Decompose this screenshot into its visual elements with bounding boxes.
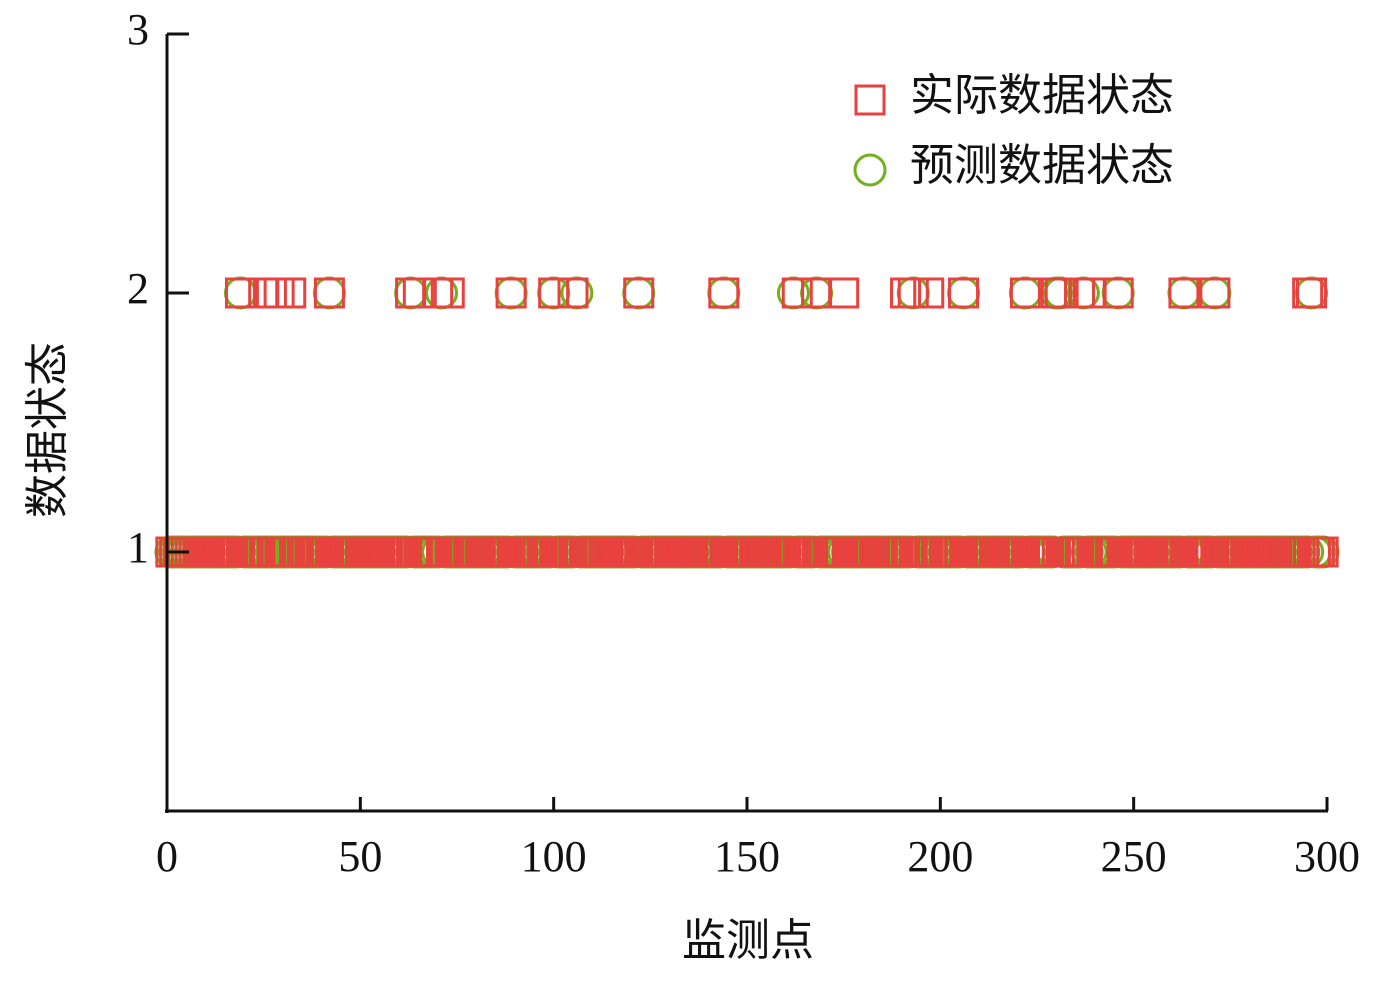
square-point [708, 277, 740, 309]
square-point [1296, 277, 1328, 309]
square-point [854, 84, 886, 116]
x-tick-label: 250 [1101, 832, 1167, 881]
square-point [495, 277, 527, 309]
y-tick-label: 2 [127, 264, 149, 313]
square-point [781, 277, 813, 309]
y-axis-label: 数据状态 [23, 342, 72, 518]
square-point [224, 277, 256, 309]
circle-point [853, 153, 887, 187]
square-point [313, 277, 345, 309]
square-point [828, 277, 860, 309]
x-tick-label: 50 [338, 832, 382, 881]
square-point [557, 277, 589, 309]
circle-point [1101, 276, 1135, 310]
square-point [255, 277, 287, 309]
circle-point [494, 276, 528, 310]
x-tick-label: 300 [1294, 832, 1360, 881]
circle-point [707, 276, 741, 310]
square-point [1307, 536, 1339, 568]
square-point [433, 277, 465, 309]
x-axis-label: 监测点 [682, 916, 814, 965]
circle-point [947, 276, 981, 310]
circle-point [622, 276, 656, 310]
x-tick-label: 150 [714, 832, 780, 881]
circle-point [312, 276, 346, 310]
points [154, 276, 1340, 569]
circle-point [1008, 276, 1042, 310]
square-point [913, 277, 945, 309]
legend-label: 实际数据状态 [910, 71, 1174, 120]
y-tick-label: 1 [127, 523, 149, 572]
legend-label: 预测数据状态 [910, 141, 1174, 190]
y-tick-label: 3 [127, 5, 149, 54]
square-point [623, 277, 655, 309]
square-point [275, 277, 307, 309]
square-point [948, 277, 980, 309]
square-point [1075, 277, 1107, 309]
square-point [1044, 277, 1076, 309]
square-point [1168, 277, 1200, 309]
x-tick-label: 0 [156, 832, 178, 881]
circle-point [394, 276, 428, 310]
circle-point [1167, 276, 1201, 310]
x-tick-label: 200 [907, 832, 973, 881]
square-point [1009, 277, 1041, 309]
square-point [538, 277, 570, 309]
square-point [1199, 277, 1231, 309]
circle-point [800, 276, 834, 310]
x-tick-label: 100 [521, 832, 587, 881]
square-point [1102, 277, 1134, 309]
square-point [402, 277, 434, 309]
circle-point [1198, 276, 1232, 310]
